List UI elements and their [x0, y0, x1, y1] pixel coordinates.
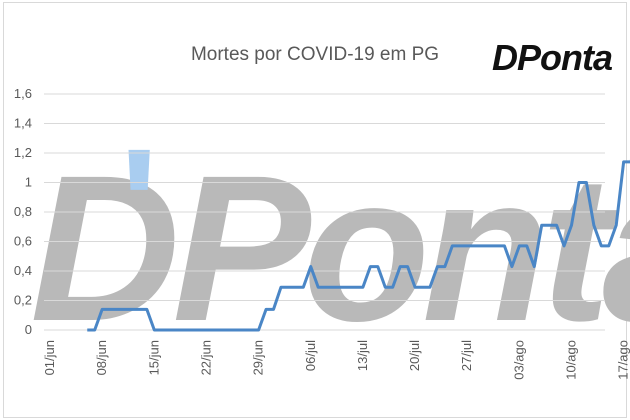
- x-tick-label: 03/ago: [511, 340, 526, 380]
- y-tick-label: 1,2: [14, 145, 32, 160]
- x-tick-label: 15/jun: [146, 340, 161, 375]
- chart-title: Mortes por COVID-19 em PG: [191, 44, 439, 65]
- x-tick-label: 01/jun: [42, 340, 57, 375]
- logo: DPonta ': [492, 26, 613, 78]
- watermark: DPonta ': [30, 115, 630, 365]
- gridlines: [44, 93, 605, 331]
- x-tick-label: 29/jun: [251, 340, 266, 375]
- y-tick-label: 0,2: [14, 293, 32, 308]
- y-tick-label: 1,6: [14, 86, 32, 101]
- y-tick-label: 1,4: [14, 116, 32, 131]
- x-tick-label: 06/jul: [303, 340, 318, 371]
- watermark-text: DPonta: [30, 133, 630, 365]
- y-axis: 0 0,2 0,4 0,6 0,8 1 1,2 1,4 1,6: [14, 86, 32, 337]
- x-tick-label: 10/ago: [564, 340, 579, 380]
- y-tick-label: 0,6: [14, 234, 32, 249]
- x-tick-label: 08/jun: [94, 340, 109, 375]
- x-tick-label: 17/ago: [616, 340, 630, 380]
- watermark-apostrophe: ': [120, 115, 158, 294]
- logo-apostrophe: ': [519, 26, 526, 59]
- series-layer: [87, 159, 630, 332]
- x-axis: 01/jun 08/jun 15/jun 22/jun 29/jun 06/jul 13/j…: [42, 340, 630, 380]
- series-line: [87, 159, 630, 332]
- y-tick-label: 0,8: [14, 204, 32, 219]
- x-tick-label: 27/jul: [459, 340, 474, 371]
- y-tick-label: 1: [25, 175, 32, 190]
- x-tick-label: 22/jun: [198, 340, 213, 375]
- logo-text: DPonta: [492, 37, 612, 78]
- y-tick-label: 0,4: [14, 263, 32, 278]
- x-tick-label: 20/jul: [407, 340, 422, 371]
- y-tick-label: 0: [25, 322, 32, 337]
- x-tick-label: 13/jul: [355, 340, 370, 371]
